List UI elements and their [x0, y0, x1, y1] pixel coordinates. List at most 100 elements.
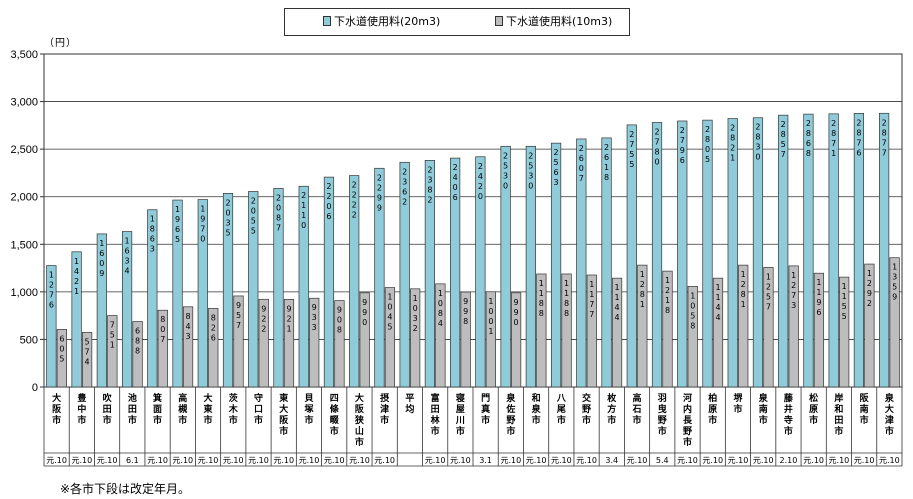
value-label-20m3: 5: [503, 161, 508, 170]
value-label-10m3: 0: [488, 307, 493, 316]
bar-20m3: [248, 191, 259, 388]
category-label: 市: [229, 414, 238, 426]
category-label: 東: [279, 392, 288, 404]
category-label: 市: [885, 425, 894, 437]
category-label: 藤: [784, 392, 794, 404]
value-label-10m3: 3: [312, 313, 317, 322]
value-label-10m3: 9: [236, 301, 241, 310]
category-label: 田: [834, 415, 843, 426]
value-label-10m3: 7: [589, 310, 594, 319]
bar-10m3: [56, 329, 67, 388]
revision-date-label: 元.10: [551, 456, 572, 465]
bar-20m3: [46, 265, 57, 388]
value-label-20m3: 7: [200, 225, 205, 234]
value-label-10m3: 4: [85, 357, 90, 366]
value-label-20m3: 2: [276, 193, 281, 202]
category-label: 市: [128, 414, 137, 426]
value-label-20m3: 0: [755, 153, 760, 162]
value-label-10m3: 1: [816, 278, 821, 287]
value-label-10m3: 1: [665, 296, 670, 305]
value-label-10m3: 5: [842, 312, 847, 321]
bar-10m3: [334, 300, 345, 388]
bar-10m3: [233, 295, 244, 388]
bar-20m3: [374, 167, 385, 388]
value-label-10m3: 9: [362, 298, 367, 307]
revision-date-label: 元.10: [803, 456, 824, 465]
value-label-20m3: 2: [427, 165, 432, 174]
value-label-20m3: 2: [680, 126, 685, 135]
value-label-20m3: 6: [49, 301, 54, 310]
value-label-20m3: 2: [352, 211, 357, 220]
bar-10m3: [788, 265, 799, 388]
bar-10m3: [712, 277, 724, 388]
revision-date-label: 元.10: [526, 456, 547, 465]
value-label-10m3: 9: [867, 289, 872, 298]
category-label: 市: [431, 425, 440, 437]
value-label-20m3: 1: [301, 211, 306, 220]
category-label: 池: [128, 392, 137, 404]
category-label: 泉: [758, 392, 769, 404]
revision-date-label: 3.4: [605, 456, 618, 465]
bar-10m3: [738, 264, 749, 388]
category-label: 四: [330, 393, 339, 404]
category-label: 市: [532, 414, 541, 426]
value-label-20m3: 2: [301, 191, 306, 200]
category-label: 豊: [77, 392, 86, 404]
bar-10m3: [157, 309, 168, 388]
value-label-10m3: 8: [463, 317, 468, 326]
value-label-20m3: 2: [528, 151, 533, 160]
value-label-20m3: 1: [125, 237, 130, 246]
value-label-20m3: 9: [680, 146, 685, 155]
category-label: 市: [77, 414, 86, 426]
value-label-20m3: 8: [276, 213, 281, 222]
category-label: 市: [784, 425, 793, 437]
revision-date-label: 元.10: [576, 456, 597, 465]
bar-10m3: [687, 285, 698, 388]
value-label-20m3: 4: [125, 267, 130, 276]
category-label: 和: [833, 403, 843, 415]
category-label: 市: [809, 414, 818, 426]
bar-20m3: [651, 122, 663, 388]
value-label-20m3: 0: [503, 181, 508, 190]
bar-10m3: [182, 306, 194, 388]
value-label-20m3: 7: [781, 150, 786, 159]
value-label-20m3: 7: [831, 139, 836, 148]
revision-date-label: 元.10: [879, 456, 900, 465]
category-label: 狭: [354, 414, 365, 426]
value-label-20m3: 2: [856, 118, 861, 127]
category-label: 長: [683, 415, 693, 426]
value-label-20m3: 8: [781, 130, 786, 139]
bar-10m3: [82, 332, 93, 388]
bar-10m3: [435, 283, 446, 388]
value-label-20m3: 2: [402, 197, 407, 206]
value-label-10m3: 3: [413, 314, 418, 323]
value-label-20m3: 9: [377, 193, 382, 202]
category-label: 面: [153, 404, 162, 415]
category-label: 市: [380, 414, 389, 426]
category-label: 原: [708, 404, 717, 415]
value-label-10m3: 2: [640, 280, 645, 289]
revision-date-label: 元.10: [728, 456, 749, 465]
value-label-20m3: 1: [730, 154, 735, 163]
value-label-20m3: 0: [251, 206, 256, 215]
value-label-10m3: 6: [211, 333, 216, 342]
value-label-20m3: 7: [654, 138, 659, 147]
value-label-20m3: 8: [604, 173, 609, 182]
legend-label-20m3: 下水道使用料(20m3): [334, 15, 441, 28]
bar-10m3: [132, 321, 143, 388]
category-label: 交: [582, 392, 591, 404]
category-label: 堺: [733, 392, 743, 404]
category-label: 南: [860, 403, 869, 415]
value-label-20m3: 2: [352, 201, 357, 210]
value-label-20m3: 1: [49, 271, 54, 280]
category-label: 市: [860, 414, 869, 426]
category-label: 市: [456, 425, 465, 437]
value-label-10m3: 1: [589, 280, 594, 289]
category-label: 市: [254, 414, 263, 426]
value-label-20m3: 6: [175, 225, 180, 234]
category-label: 市: [506, 425, 515, 437]
bar-20m3: [121, 231, 133, 388]
category-label: 津: [885, 414, 894, 426]
value-label-20m3: 2: [755, 123, 760, 132]
category-label: 市: [178, 414, 187, 426]
